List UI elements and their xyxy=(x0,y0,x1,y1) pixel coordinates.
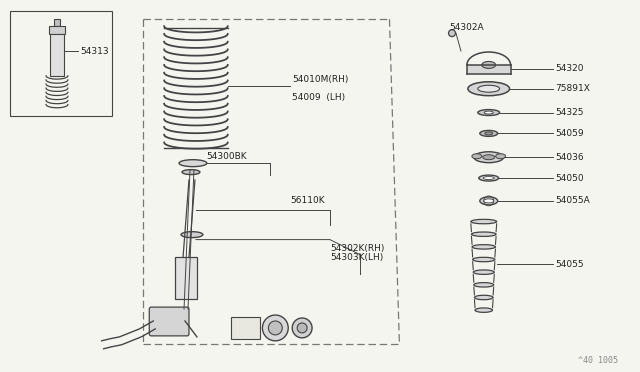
Text: ^40 1005: ^40 1005 xyxy=(578,356,618,365)
Ellipse shape xyxy=(471,219,497,224)
Text: 54050: 54050 xyxy=(556,174,584,183)
Ellipse shape xyxy=(268,321,282,335)
Ellipse shape xyxy=(482,61,495,68)
Bar xyxy=(54,19,60,26)
Ellipse shape xyxy=(483,177,494,180)
Ellipse shape xyxy=(179,160,207,167)
Ellipse shape xyxy=(474,295,493,300)
Text: 56110K: 56110K xyxy=(290,196,325,205)
Ellipse shape xyxy=(484,111,493,114)
Ellipse shape xyxy=(479,175,499,181)
Ellipse shape xyxy=(472,154,482,159)
Text: 75891X: 75891X xyxy=(556,84,590,93)
Text: 54059: 54059 xyxy=(556,129,584,138)
Text: 54325: 54325 xyxy=(556,108,584,117)
Ellipse shape xyxy=(181,232,203,238)
Text: 54036: 54036 xyxy=(556,153,584,162)
Ellipse shape xyxy=(475,308,493,312)
Ellipse shape xyxy=(473,257,495,262)
Text: 54302A: 54302A xyxy=(449,23,484,32)
Ellipse shape xyxy=(262,315,288,341)
Bar xyxy=(50,34,64,76)
Text: 54010M(RH): 54010M(RH) xyxy=(292,75,349,84)
Ellipse shape xyxy=(484,132,493,135)
Ellipse shape xyxy=(472,245,495,249)
Text: 54303K(LH): 54303K(LH) xyxy=(330,253,383,262)
Ellipse shape xyxy=(468,82,509,96)
Ellipse shape xyxy=(474,283,493,287)
Text: 54009  (LH): 54009 (LH) xyxy=(292,93,346,102)
Bar xyxy=(230,317,260,339)
Text: 54055A: 54055A xyxy=(556,196,590,205)
Bar xyxy=(175,257,197,299)
Ellipse shape xyxy=(182,170,200,174)
Ellipse shape xyxy=(472,232,496,237)
Ellipse shape xyxy=(297,323,307,333)
Text: 54320: 54320 xyxy=(556,64,584,73)
Text: 54300BK: 54300BK xyxy=(206,152,246,161)
Ellipse shape xyxy=(292,318,312,338)
FancyBboxPatch shape xyxy=(149,307,189,336)
Text: 54055: 54055 xyxy=(556,260,584,269)
Ellipse shape xyxy=(480,197,498,205)
Bar xyxy=(49,26,65,34)
Bar xyxy=(467,65,511,74)
Ellipse shape xyxy=(478,85,500,92)
Ellipse shape xyxy=(474,152,504,163)
Ellipse shape xyxy=(449,30,456,36)
Ellipse shape xyxy=(480,131,498,137)
Text: 54313: 54313 xyxy=(80,46,108,55)
Ellipse shape xyxy=(478,110,500,116)
Ellipse shape xyxy=(483,155,495,160)
Text: 54302K(RH): 54302K(RH) xyxy=(330,244,384,253)
Bar xyxy=(10,11,111,116)
Ellipse shape xyxy=(473,270,494,275)
Ellipse shape xyxy=(495,154,506,159)
Ellipse shape xyxy=(484,199,493,203)
